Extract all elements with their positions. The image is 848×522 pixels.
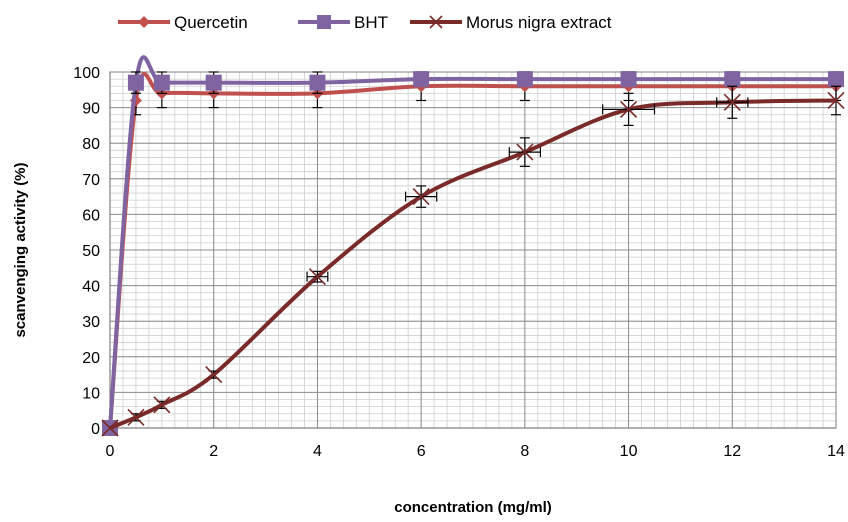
y-tick-labels: 0 10 20 30 40 50 60 70 80 90 100 xyxy=(73,65,100,438)
y-tick-label: 20 xyxy=(82,350,100,367)
data-point xyxy=(153,396,171,414)
x-tick-label: 4 xyxy=(313,443,322,460)
marker-stroke xyxy=(620,100,638,118)
legend-item-quercetin: Quercetin xyxy=(118,13,248,32)
data-point xyxy=(309,74,326,91)
data-point xyxy=(205,366,223,384)
series-layer xyxy=(101,55,845,437)
legend-label: Quercetin xyxy=(174,13,248,32)
y-tick-label: 40 xyxy=(82,279,100,296)
legend-marker xyxy=(317,15,331,29)
data-point xyxy=(516,71,533,88)
x-tick-label: 10 xyxy=(620,443,638,460)
series-bht xyxy=(102,55,844,436)
x-tick-labels: 0 2 4 6 8 10 12 14 xyxy=(106,443,845,460)
data-point xyxy=(413,71,430,88)
legend-marker xyxy=(138,16,150,28)
data-point xyxy=(516,143,534,161)
legend-label: Morus nigra extract xyxy=(466,13,612,32)
marker-stroke xyxy=(153,396,171,414)
legend-label: BHT xyxy=(354,13,388,32)
markers-morus-nigra-extract xyxy=(101,91,845,437)
y-tick-label: 70 xyxy=(82,172,100,189)
marker-stroke xyxy=(723,93,741,111)
marker-stroke xyxy=(101,419,119,437)
data-point xyxy=(620,71,637,88)
data-point xyxy=(153,74,170,91)
marker-stroke xyxy=(308,268,326,286)
y-tick-label: 100 xyxy=(73,65,100,82)
y-tick-label: 90 xyxy=(82,101,100,118)
x-axis-title: concentration (mg/ml) xyxy=(394,499,552,516)
legend: Quercetin BHT Morus nigra extract xyxy=(118,13,612,32)
legend-item-bht: BHT xyxy=(298,13,388,32)
y-tick-label: 60 xyxy=(82,207,100,224)
marker-stroke xyxy=(205,366,223,384)
data-point xyxy=(620,100,638,118)
y-tick-label: 0 xyxy=(91,421,100,438)
marker-stroke xyxy=(827,91,845,110)
legend-marker xyxy=(429,15,443,29)
axes xyxy=(109,71,837,429)
y-tick-label: 80 xyxy=(82,136,100,153)
x-tick-label: 0 xyxy=(106,443,115,460)
data-point xyxy=(724,71,741,88)
x-tick-label: 12 xyxy=(723,443,741,460)
data-point xyxy=(127,74,144,91)
marker-stroke xyxy=(412,188,430,206)
x-tick-label: 2 xyxy=(209,443,218,460)
y-axis-title: scanvenging activity (%) xyxy=(12,162,29,337)
marker-stroke xyxy=(127,408,145,426)
data-point xyxy=(127,408,145,426)
marker-stroke xyxy=(429,15,443,29)
x-tick-label: 8 xyxy=(520,443,529,460)
legend-item-morus-nigra-extract: Morus nigra extract xyxy=(410,13,612,32)
data-point xyxy=(308,268,326,286)
data-point xyxy=(205,74,222,91)
y-tick-label: 50 xyxy=(82,243,100,260)
x-tick-label: 14 xyxy=(827,443,845,460)
series-morus-nigra-extract xyxy=(101,85,845,437)
data-point xyxy=(412,188,430,206)
data-point xyxy=(101,419,119,437)
series-line-morus-nigra-extract xyxy=(109,98,837,430)
data-point xyxy=(828,71,844,88)
data-point xyxy=(827,91,845,110)
y-tick-label: 30 xyxy=(82,314,100,331)
markers-bht xyxy=(102,71,844,436)
marker-stroke xyxy=(516,143,534,161)
x-tick-label: 6 xyxy=(417,443,426,460)
y-tick-label: 10 xyxy=(82,385,100,402)
data-point xyxy=(723,93,741,111)
